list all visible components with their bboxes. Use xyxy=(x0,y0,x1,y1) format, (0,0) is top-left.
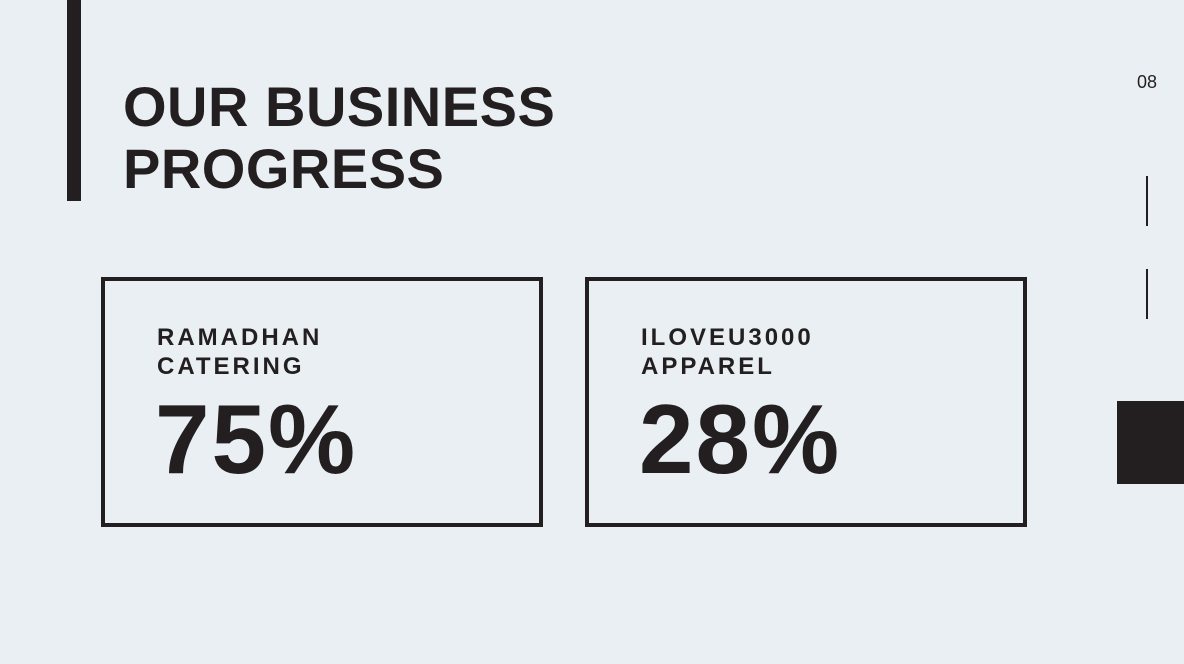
progress-card-label: ILOVEU3000 APPAREL xyxy=(641,323,981,381)
progress-card-label-line-2: CATERING xyxy=(157,353,305,380)
progress-card-label: RAMADHAN CATERING xyxy=(157,323,497,381)
page-title-line-1: OUR BUSINESS xyxy=(123,75,556,138)
nav-indicator-line-2 xyxy=(1146,269,1148,319)
progress-card-value: 28% xyxy=(639,384,842,494)
page-title-line-2: PROGRESS xyxy=(123,137,445,200)
nav-indicator-block xyxy=(1117,401,1184,484)
progress-card-iloveu3000-apparel: ILOVEU3000 APPAREL 28% xyxy=(585,277,1027,527)
page-number: 08 xyxy=(1136,72,1158,92)
progress-card-label-line-1: ILOVEU3000 xyxy=(641,324,814,351)
progress-card-label-line-2: APPAREL xyxy=(641,353,775,380)
progress-card-ramadhan-catering: RAMADHAN CATERING 75% xyxy=(101,277,543,527)
nav-indicator-line-1 xyxy=(1146,176,1148,226)
page-title: OUR BUSINESS PROGRESS xyxy=(123,76,555,200)
progress-card-value: 75% xyxy=(155,384,358,494)
progress-card-label-line-1: RAMADHAN xyxy=(157,324,323,351)
title-accent-bar xyxy=(67,0,81,201)
